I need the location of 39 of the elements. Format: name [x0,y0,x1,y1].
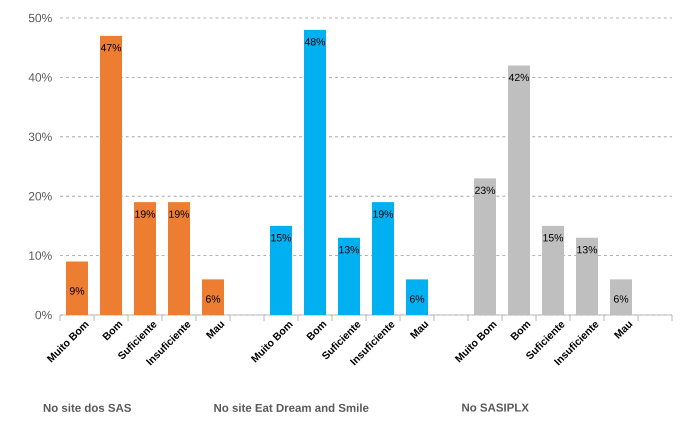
data-label: 13% [577,246,598,254]
bar [372,202,394,315]
text: No site Eat Dream and Smile [214,404,368,412]
data-label: 48% [304,38,326,46]
bar [168,202,190,315]
data-label: 47% [100,44,122,52]
data-label: 19% [135,210,156,218]
data-label: 6% [206,295,220,303]
bar [338,238,360,315]
data-label: 15% [543,234,564,242]
data-label: 13% [339,246,360,254]
data-label: 42% [508,74,530,82]
data-label: 9% [70,287,84,295]
bar [542,226,564,315]
y-tick-label: 10% [29,251,52,260]
data-label: 15% [271,234,292,242]
y-tick-label: 20% [28,192,52,200]
data-label: 23% [475,186,496,194]
data-label: 6% [410,295,424,303]
bar [66,262,88,315]
bar [508,66,530,315]
y-tick-label: 50% [28,14,52,22]
bar [202,279,224,315]
y-tick-label: 0% [35,310,52,320]
bar [610,279,632,315]
bar [406,279,428,315]
bar [270,226,292,315]
data-label: 19% [373,210,394,218]
y-tick-label: 30% [28,132,52,142]
bar [134,202,156,315]
data-label: 19% [169,210,190,218]
y-tick-label: 40% [28,73,52,82]
bar [474,178,496,315]
bar [304,30,326,315]
data-label: 6% [614,295,628,303]
bar [576,238,598,315]
text: No site dos SAS [44,404,131,412]
text: No SASIPLX [462,404,529,412]
bar [100,36,122,315]
